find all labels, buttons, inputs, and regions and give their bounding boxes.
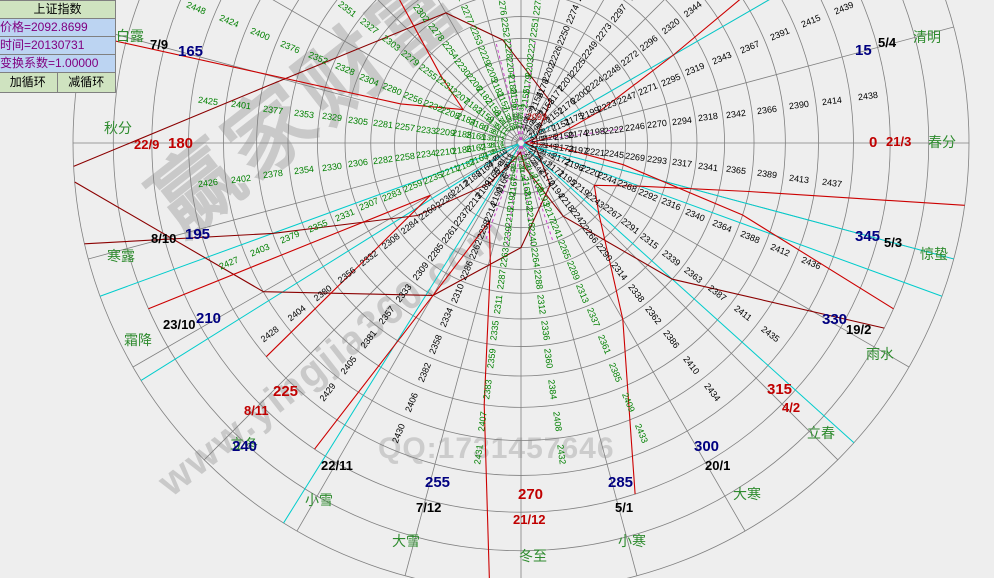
term-label-qingming: 清明 [913, 29, 941, 45]
degree-label-255: 255 [425, 474, 451, 491]
degree-label-210: 210 [196, 310, 222, 327]
date-label-chunfen: 21/3 [886, 134, 912, 149]
term-label-jingzhe: 惊蛰 [920, 246, 948, 262]
term-label-shuangjiang: 霜降 [124, 332, 152, 348]
term-label-qiufen: 秋分 [104, 120, 132, 136]
cell-number: 2383 [480, 378, 494, 400]
degree-label-225: 225 [273, 383, 299, 400]
term-label-lichun: 立春 [807, 425, 835, 441]
term-label-xiaoxue: 小雪 [305, 492, 333, 508]
degree-label-240: 240 [232, 438, 258, 455]
add-cycle-button[interactable]: 加循环 [0, 73, 58, 92]
degree-label-270: 270 [518, 486, 544, 503]
degree-label-300: 300 [694, 438, 720, 455]
panel-price-row: 价格=2092.8699 [0, 19, 115, 37]
sub-cycle-button[interactable]: 减循环 [57, 73, 115, 92]
degree-label-330: 330 [822, 311, 848, 328]
center-price-number: 2093 [527, 112, 548, 122]
panel-button-row: 加循环 减循环 [0, 73, 115, 92]
degree-label-180: 180 [168, 135, 194, 152]
date-label-dongzhi: 21/12 [513, 512, 546, 527]
cell-number: 2264 [529, 246, 542, 268]
cell-number: 2276 [496, 0, 509, 16]
cell-number: 2377 [262, 103, 285, 116]
cell-number: 2353 [293, 107, 315, 120]
cell-number: 2366 [755, 103, 778, 116]
date-label-qiufen: 22/9 [134, 137, 160, 152]
term-label-bailu: 白露 [116, 28, 144, 44]
degree-label-285: 285 [608, 474, 634, 491]
term-label-lidong: 立冬 [230, 436, 258, 452]
cell-number: 2252 [499, 17, 512, 39]
date-label-jingzhe: 5/3 [884, 235, 903, 250]
term-label-xiaohan: 小寒 [618, 533, 646, 549]
term-label-dongzhi: 冬至 [519, 548, 547, 564]
date-label-yushui: 19/2 [846, 322, 872, 337]
cell-number: 2360 [542, 348, 556, 370]
term-label-hanlu: 寒露 [107, 248, 135, 264]
date-label-daxue: 7/12 [416, 500, 442, 515]
degree-label-345: 345 [855, 228, 881, 245]
date-label-xiaohan: 5/1 [615, 500, 634, 515]
cell-number: 2288 [532, 269, 545, 291]
term-label-yushui: 雨水 [866, 346, 894, 362]
degree-label-315: 315 [767, 381, 793, 398]
term-label-dahan: 大寒 [733, 486, 761, 502]
cell-number: 2408 [550, 410, 564, 432]
term-label-chunfen: 春分 [928, 134, 956, 150]
cell-number: 2384 [546, 378, 560, 400]
term-label-daxue: 大雪 [392, 533, 420, 549]
date-label-qingming: 5/4 [878, 35, 897, 50]
date-label-lidong: 8/11 [244, 403, 269, 418]
date-label-dahan: 20/1 [705, 458, 731, 473]
cell-number: 2336 [539, 319, 552, 342]
degree-label-195: 195 [185, 226, 211, 243]
cell-number: 2216 [524, 206, 537, 229]
cell-number: 2204 [504, 56, 517, 78]
panel-factor-row: 变换系数=1.00000 [0, 55, 115, 73]
cell-number: 2228 [501, 38, 515, 60]
degree-label-0: 0 [869, 134, 878, 151]
cell-number: 2233 [415, 123, 437, 136]
date-label-lichun: 4/2 [782, 400, 801, 415]
panel-title: 上证指数 [0, 1, 115, 19]
cell-number: 2432 [555, 444, 568, 466]
cell-number: 2312 [535, 293, 549, 315]
date-label-shuangjiang: 23/10 [163, 317, 196, 332]
panel-time-row: 时间=20130731 [0, 37, 115, 55]
degree-label-165: 165 [178, 43, 204, 60]
date-label-bailu: 7/9 [150, 37, 169, 52]
date-label-hanlu: 8/10 [151, 231, 177, 246]
date-label-xiaoxue: 22/11 [321, 458, 353, 473]
quote-info-panel[interactable]: 上证指数 价格=2092.8699 时间=20130731 变换系数=1.000… [0, 0, 116, 93]
cell-number: 2240 [526, 225, 540, 247]
cell-number: 2305 [347, 114, 369, 127]
degree-label-15: 15 [855, 42, 872, 59]
